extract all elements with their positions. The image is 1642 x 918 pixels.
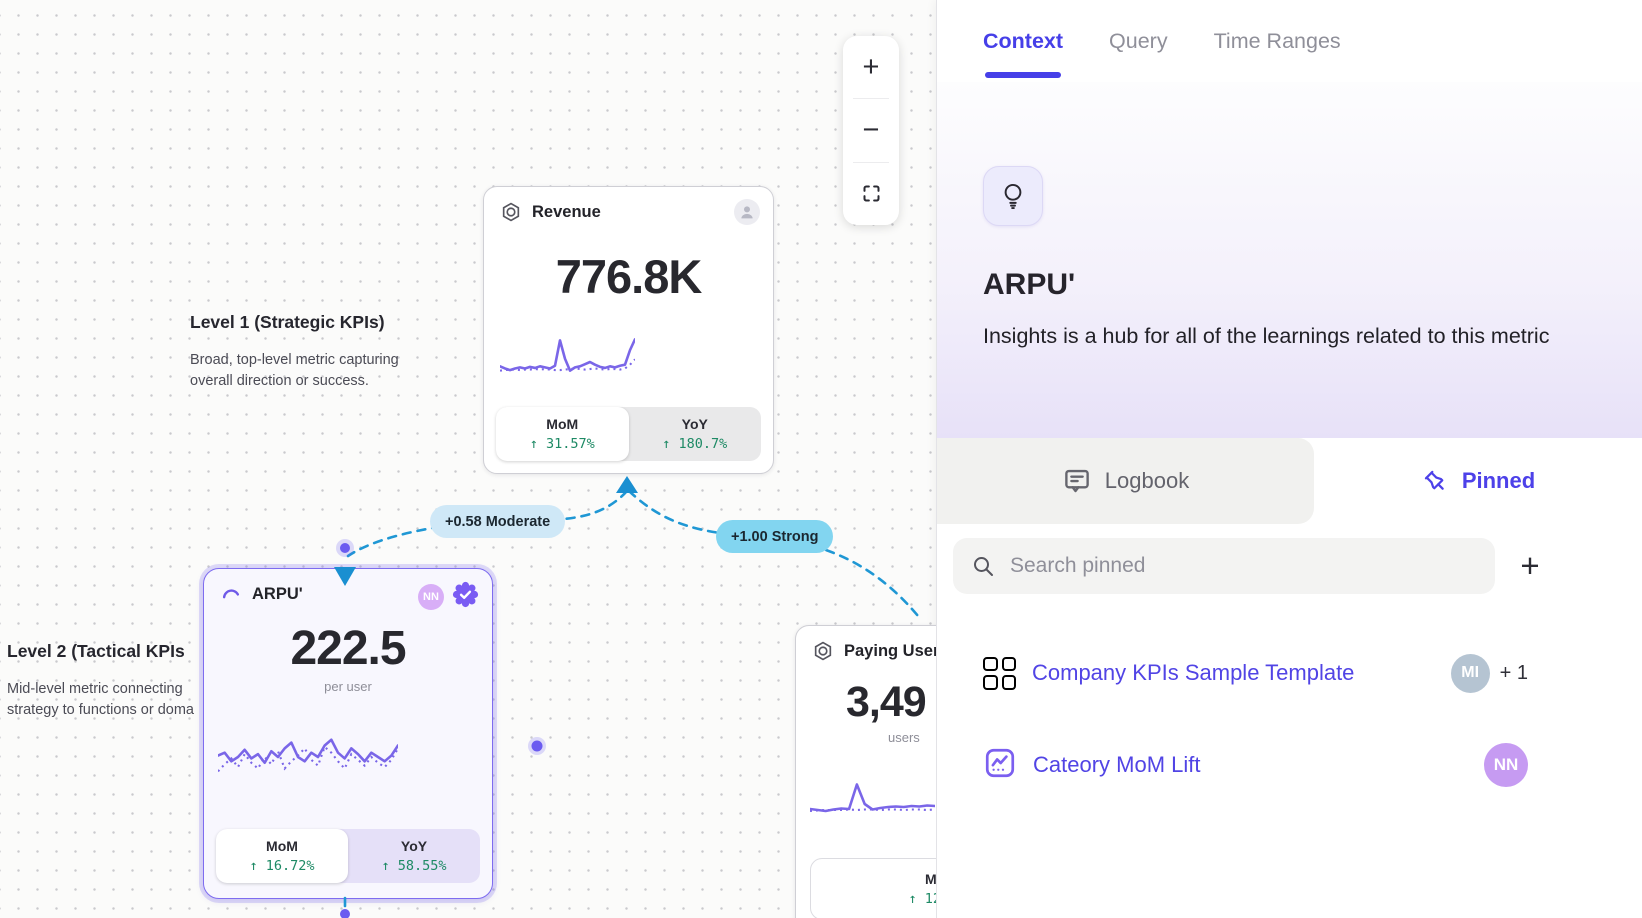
metric-card-paying-users[interactable]: Paying Users' 3,49 users MoM ↑ 12.72% — [795, 625, 936, 918]
tab-time-ranges[interactable]: Time Ranges — [1213, 28, 1341, 53]
revenue-card-title: Revenue — [532, 202, 601, 221]
lightbulb-icon — [983, 166, 1043, 226]
search-placeholder: Search pinned — [1010, 554, 1146, 577]
add-pinned-button[interactable]: + — [1520, 547, 1540, 584]
revenue-mom-toggle[interactable]: MoM ↑ 31.57% — [496, 407, 629, 461]
extra-collaborators-count: + 1 — [1499, 661, 1528, 684]
pinned-item-label[interactable]: Cateory MoM Lift — [1033, 752, 1201, 777]
paying-users-sparkline — [810, 778, 935, 828]
canvas-zoom-controls: + − — [843, 36, 899, 225]
connection-handle-arpu-bottom[interactable] — [340, 909, 350, 918]
metric-card-revenue[interactable]: Revenue 776.8K MoM ↑ 31.57% YoY ↑ 180.7% — [483, 186, 774, 474]
revenue-card-header: Revenue — [484, 187, 773, 225]
pinned-item-company-kpis[interactable]: Company KPIs Sample Template MI + 1 — [983, 646, 1528, 700]
search-icon — [974, 557, 993, 576]
fullscreen-icon — [862, 185, 880, 202]
edge-label-strong[interactable]: +1.00 Strong — [716, 520, 834, 553]
pushpin-icon — [1424, 470, 1444, 490]
arpu-yoy-toggle[interactable]: YoY ↑ 58.55% — [381, 838, 447, 874]
arpu-unit: per user — [324, 679, 372, 694]
edge-revenue-paying-users — [627, 489, 920, 618]
logbook-icon — [1064, 469, 1089, 493]
metric-tree-canvas[interactable]: Level 1 (Strategic KPIs) Broad, top-leve… — [0, 0, 936, 918]
metric-card-arpu[interactable]: ARPU' NN 222.5 — [203, 568, 493, 899]
zoom-in-button[interactable]: + — [862, 50, 880, 83]
logbook-pinned-switch: Logbook Pinned — [937, 438, 1642, 524]
metric-hexagon-icon — [812, 640, 834, 662]
avatar-nn: NN — [1484, 743, 1528, 787]
search-pinned-input[interactable]: Search pinned — [953, 538, 1495, 594]
level1-annotation: Level 1 (Strategic KPIs) Broad, top-leve… — [190, 312, 430, 392]
metric-title: ARPU' — [983, 268, 1076, 301]
revenue-yoy-toggle[interactable]: YoY ↑ 180.7% — [662, 416, 728, 452]
level2-annotation: Level 2 (Tactical KPIs Mid-level metric … — [7, 641, 222, 721]
paying-users-card-header: Paying Users' — [796, 626, 936, 662]
metric-context-header: ARPU' Insights is a hub for all of the l… — [937, 82, 1642, 438]
divider — [853, 161, 889, 163]
revenue-value: 776.8K — [555, 250, 703, 303]
tab-query[interactable]: Query — [1109, 28, 1168, 53]
edge-label-moderate[interactable]: +0.58 Moderate — [430, 505, 566, 538]
pinned-item-label[interactable]: Company KPIs Sample Template — [1032, 660, 1355, 685]
tab-logbook[interactable]: Logbook — [937, 438, 1314, 524]
arpu-card-title: ARPU' — [252, 584, 303, 603]
level1-description: Broad, top-level metric capturing overal… — [190, 352, 399, 389]
avatar-mi: MI — [1450, 653, 1490, 693]
level1-title: Level 1 (Strategic KPIs) — [190, 312, 385, 332]
paying-users-card-title: Paying Users' — [844, 641, 936, 660]
revenue-sparkline — [500, 335, 635, 389]
connection-handle-arpu-right[interactable] — [531, 740, 543, 752]
panel-tab-bar: Context Query Time Ranges — [937, 0, 1642, 82]
arc-metric-icon — [220, 583, 242, 605]
pinned-item-cateory-mom-lift[interactable]: Cateory MoM Lift NN — [983, 738, 1528, 792]
metric-hexagon-icon — [500, 201, 522, 223]
metric-description: Insights is a hub for all of the learnin… — [983, 324, 1550, 348]
divider — [853, 98, 889, 100]
level2-description: Mid-level metric connecting strategy to … — [7, 681, 194, 718]
fit-view-button[interactable] — [843, 163, 899, 225]
paying-users-unit: users — [888, 730, 920, 745]
arpu-card-header: ARPU' NN — [204, 569, 492, 610]
tab-pinned[interactable]: Pinned — [1314, 438, 1642, 524]
arpu-stats: MoM ↑ 16.72% YoY ↑ 58.55% — [216, 829, 480, 883]
arpu-sparkline — [218, 721, 398, 793]
revenue-stats: MoM ↑ 31.57% YoY ↑ 180.7% — [496, 407, 761, 461]
context-side-panel: Context Query Time Ranges ARPU' Insights… — [936, 0, 1642, 918]
arpu-mom-toggle[interactable]: MoM ↑ 16.72% — [216, 829, 348, 883]
template-grid-icon — [983, 656, 1016, 690]
level2-title: Level 2 (Tactical KPIs — [7, 641, 185, 661]
arpu-owner-avatar: NN — [418, 584, 444, 610]
arrowhead-into-revenue — [616, 476, 638, 493]
tab-context[interactable]: Context — [983, 28, 1064, 78]
paying-users-value: 3,49 — [846, 678, 927, 726]
chart-icon — [983, 746, 1017, 785]
owner-avatar-icon — [734, 199, 760, 225]
paying-users-mom-toggle[interactable]: MoM ↑ 12.72% — [810, 858, 936, 918]
zoom-out-button[interactable]: − — [862, 113, 880, 146]
verified-check-badge — [452, 581, 479, 613]
connection-handle-arpu-top[interactable] — [340, 543, 350, 553]
arpu-value: 222.5 — [290, 622, 406, 675]
